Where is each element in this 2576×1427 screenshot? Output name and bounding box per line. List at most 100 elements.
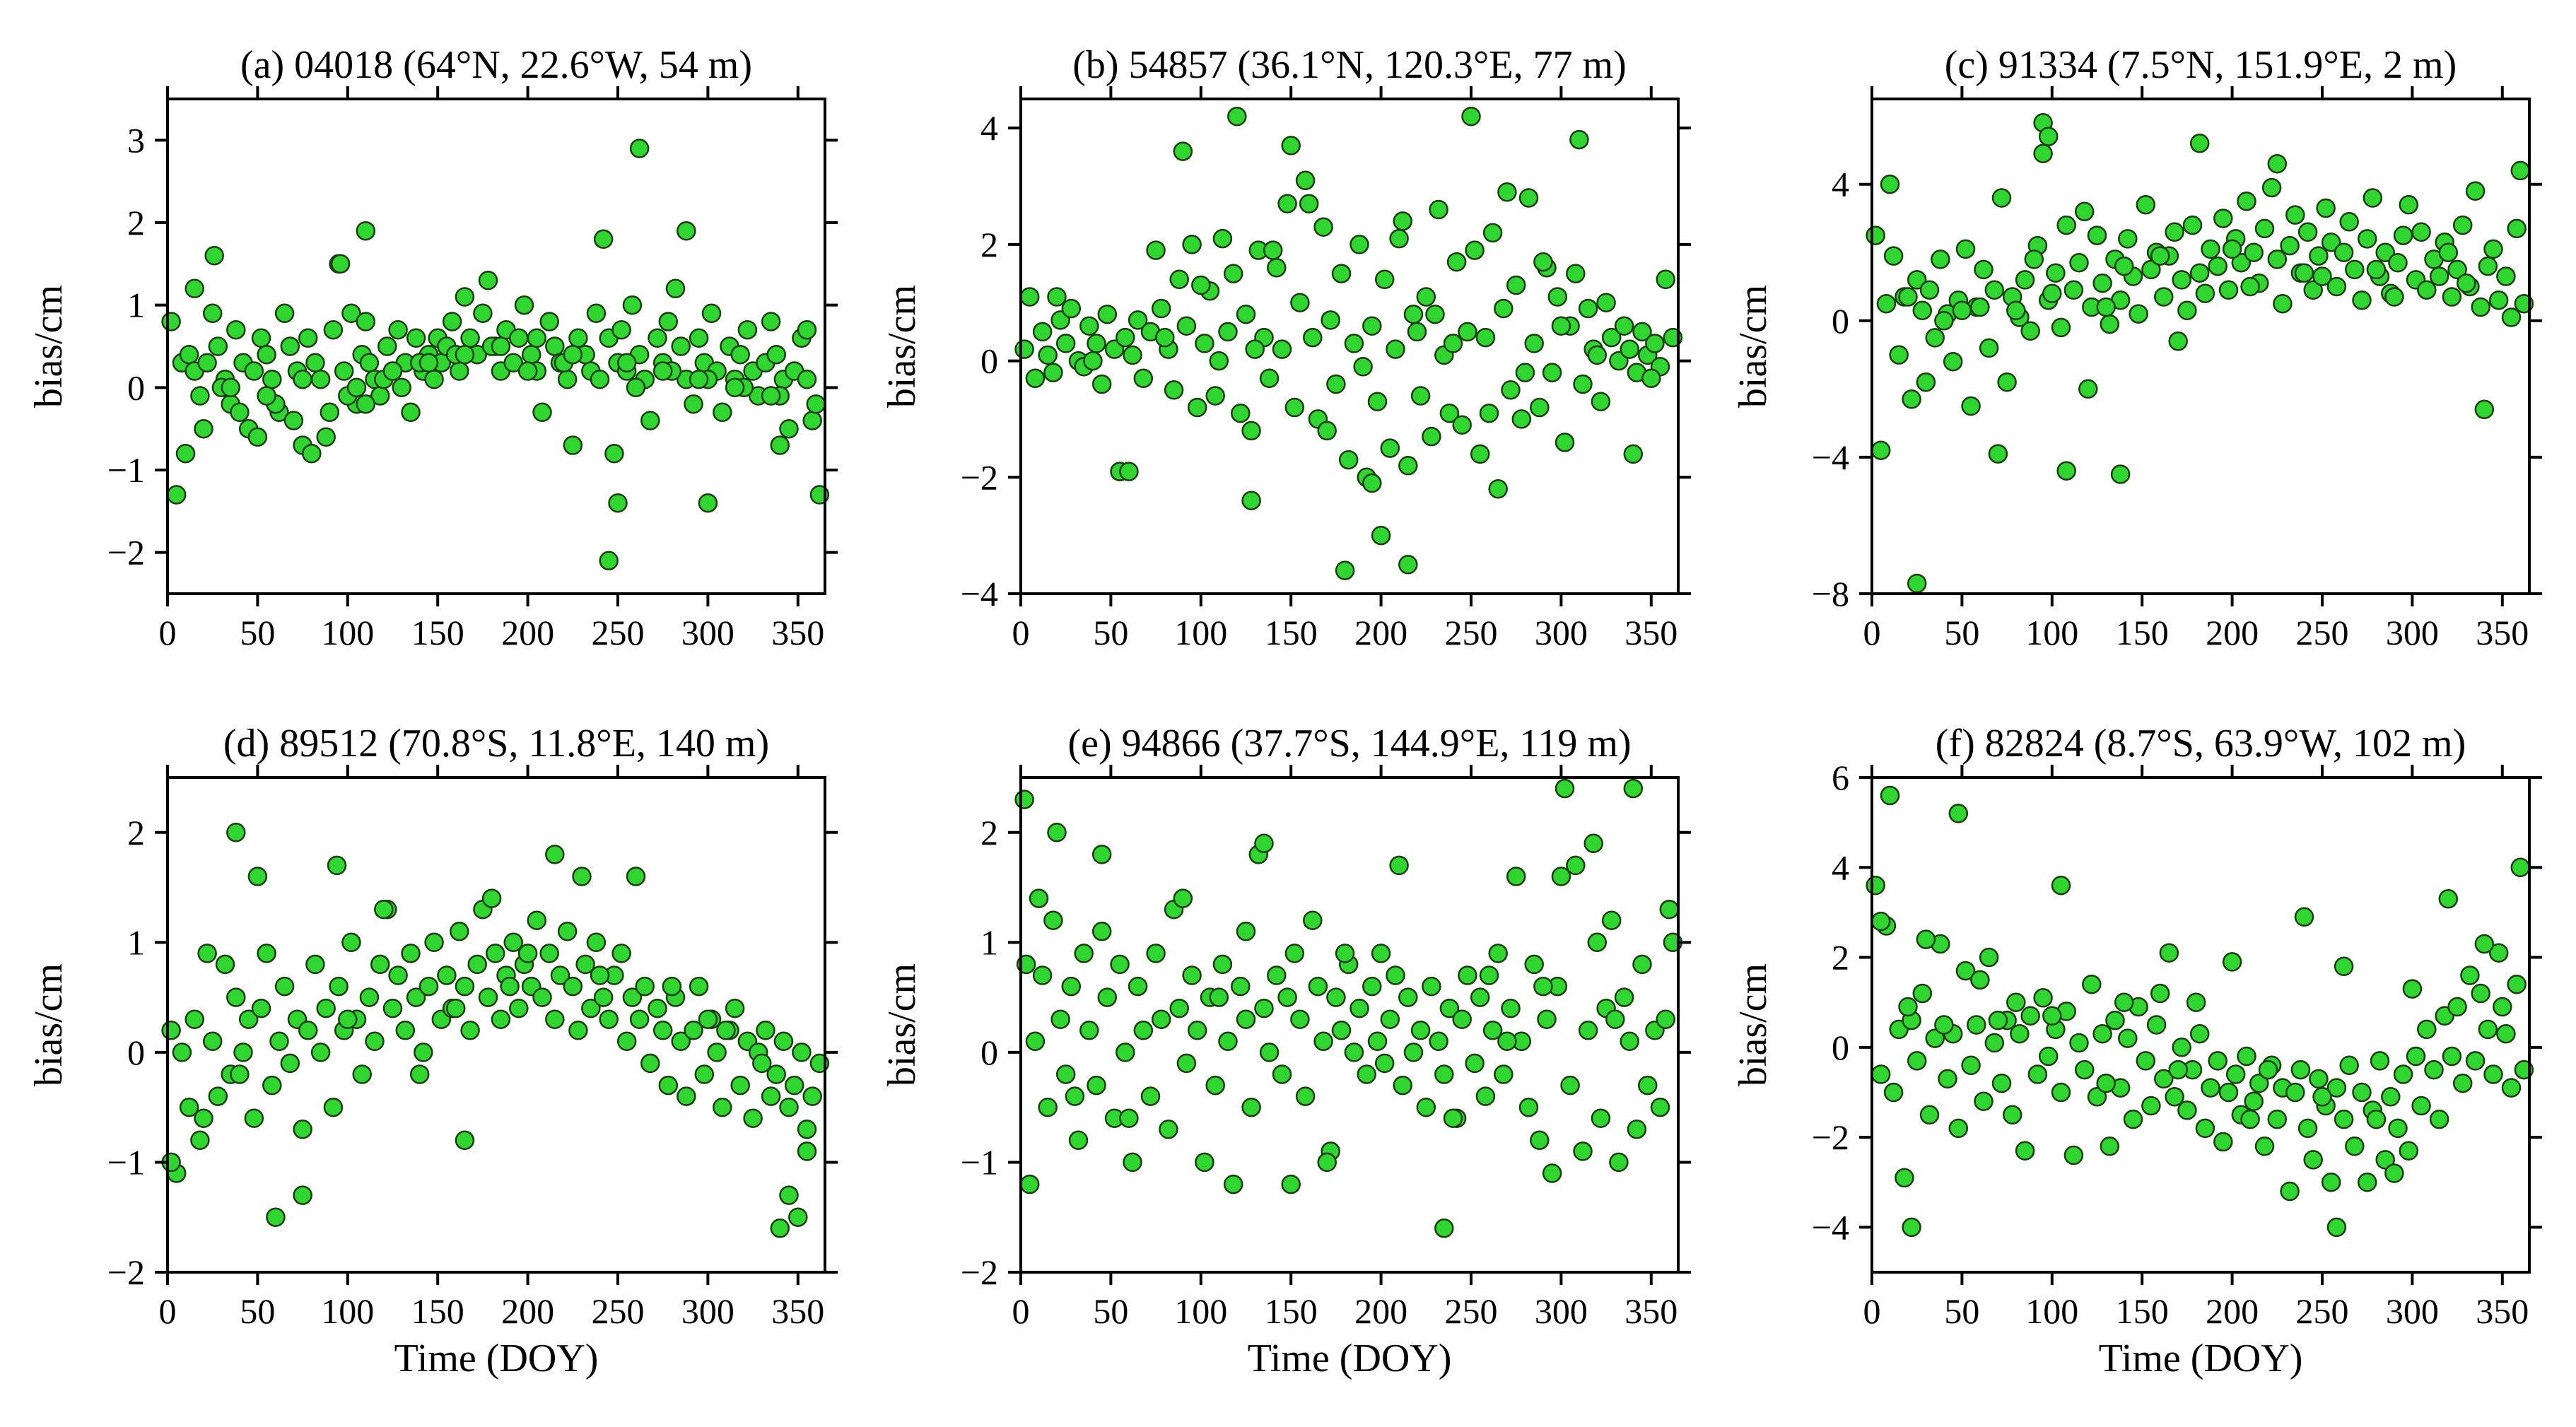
data-point: [2002, 1105, 2022, 1125]
data-point: [1614, 987, 1634, 1007]
y-axis-label: bias/cm: [1731, 963, 1775, 1086]
y-tick-label: −2: [107, 533, 145, 572]
data-point: [2177, 1100, 2197, 1120]
data-point: [1511, 409, 1532, 429]
data-point: [2195, 283, 2215, 303]
data-point: [761, 1086, 781, 1106]
x-tick-label: 200: [501, 1291, 554, 1331]
data-point: [2172, 1038, 2191, 1057]
data-point: [1295, 1086, 1316, 1106]
data-point: [1119, 462, 1139, 481]
data-point: [2051, 875, 2071, 895]
data-point: [1479, 403, 1499, 423]
data-point: [1876, 293, 1897, 314]
data-point: [1308, 976, 1328, 997]
data-point: [365, 1031, 385, 1052]
data-point: [1501, 998, 1521, 1018]
data-point: [341, 303, 361, 324]
x-tick-label: 50: [1093, 613, 1128, 652]
data-point: [2240, 1109, 2260, 1129]
data-point: [2123, 1109, 2143, 1129]
data-point: [437, 965, 457, 985]
data-point: [713, 1097, 732, 1117]
data-point: [1187, 1021, 1207, 1040]
data-point: [514, 295, 534, 315]
data-point: [215, 954, 235, 975]
y-tick-label: 0: [127, 1033, 145, 1072]
data-point: [1948, 1118, 1969, 1139]
data-point: [1997, 372, 2017, 392]
data-point: [2051, 317, 2071, 338]
data-point: [2033, 143, 2053, 163]
data-point: [2411, 222, 2431, 242]
panel-e: (e) 94866 (37.7°S, 144.9°E, 119 m) 0 50 100…: [880, 722, 1691, 1380]
data-point: [532, 987, 552, 1007]
data-point: [1645, 334, 1665, 353]
data-point: [478, 987, 498, 1007]
data-point: [1434, 1064, 1454, 1084]
data-point: [1465, 1053, 1485, 1074]
data-point: [1173, 141, 1193, 161]
data-point: [1425, 304, 1445, 324]
data-point: [418, 976, 439, 997]
data-point: [1277, 194, 1297, 213]
data-point: [2249, 1073, 2269, 1093]
data-point: [2254, 1137, 2275, 1156]
data-point: [257, 344, 276, 365]
data-point: [1284, 397, 1305, 418]
data-point: [2051, 1082, 2071, 1103]
data-point: [2452, 1073, 2473, 1093]
data-point: [491, 336, 511, 356]
data-point: [382, 998, 403, 1018]
data-point: [1518, 188, 1539, 208]
data-points: [1014, 106, 1683, 580]
data-point: [1079, 316, 1099, 336]
data-point: [2114, 992, 2134, 1012]
data-point: [316, 427, 336, 447]
data-point: [1907, 573, 1927, 594]
x-tick-label: 350: [1624, 1291, 1678, 1331]
y-tick-label: −2: [107, 1252, 145, 1292]
data-point: [622, 295, 643, 315]
data-point: [274, 976, 295, 997]
plot-frame: [1019, 776, 1680, 1274]
data-point: [575, 954, 595, 975]
data-point: [1209, 351, 1229, 371]
panel-title: (a) 04018 (64°N, 22.6°W, 54 m): [240, 43, 752, 87]
data-point: [797, 369, 817, 389]
data-point: [2411, 1096, 2431, 1116]
data-point: [761, 312, 781, 331]
data-point: [1659, 899, 1680, 920]
data-point: [185, 1009, 204, 1029]
data-point: [2208, 256, 2227, 276]
y-axis-label: bias/cm: [27, 285, 71, 408]
y-axis-label: bias/cm: [27, 963, 71, 1086]
data-point: [1091, 374, 1112, 394]
data-point: [1934, 1015, 1954, 1035]
data-point: [1991, 188, 2012, 208]
data-point: [1870, 911, 1891, 932]
data-point: [2321, 1172, 2341, 1192]
plot-frame: [1870, 776, 2531, 1274]
data-point: [1898, 997, 1918, 1017]
x-tick-label: 250: [1444, 1291, 1497, 1331]
x-tick-label: 0: [1863, 613, 1881, 652]
data-point: [401, 402, 421, 423]
data-point: [2483, 239, 2503, 259]
data-point: [2100, 314, 2120, 334]
data-point: [1164, 380, 1184, 400]
data-point: [1061, 976, 1082, 997]
data-point: [1295, 170, 1316, 191]
data-point: [1321, 310, 1340, 330]
data-point: [2110, 464, 2131, 484]
data-point: [568, 328, 588, 348]
data-point: [1955, 239, 1976, 259]
data-point: [320, 402, 340, 423]
data-point: [1350, 998, 1369, 1018]
data-point: [1182, 965, 1202, 985]
data-point: [251, 328, 271, 348]
data-point: [323, 1097, 344, 1117]
x-tick-label: 300: [1535, 613, 1588, 652]
data-point: [2510, 160, 2531, 181]
data-point: [2393, 225, 2413, 245]
